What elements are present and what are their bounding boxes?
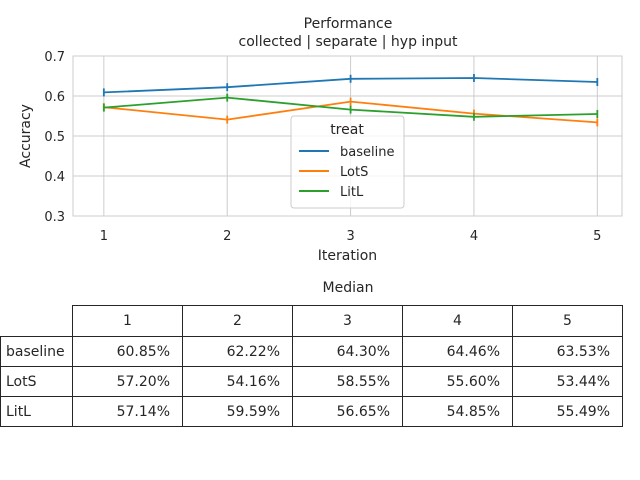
legend-title: treat [330, 122, 364, 138]
table-cell: 55.60% [402, 366, 513, 397]
table-cell: 56.65% [292, 396, 403, 427]
median-table: 1 2 3 4 5 baseline 60.85% 62.22% 64.30% 64.46% 63.… [0, 305, 623, 427]
table-cell: 54.85% [402, 396, 513, 427]
table-row: LitL 57.14% 59.59% 56.65% 54.85% 55.49% [0, 396, 623, 427]
y-tick-label: 0.7 [44, 50, 65, 65]
table-cell: 57.14% [72, 396, 183, 427]
y-axis-label: Accuracy [18, 104, 34, 168]
x-ticks: 1 2 3 4 5 [100, 229, 602, 244]
table-cell: 54.16% [182, 366, 293, 397]
x-tick-label: 4 [470, 229, 478, 244]
table-cell: 62.22% [182, 336, 293, 367]
column-header: 1 [72, 305, 183, 337]
x-tick-label: 3 [346, 229, 354, 244]
table-cell: 64.46% [402, 336, 513, 367]
column-header: 5 [512, 305, 623, 337]
x-tick-label: 2 [223, 229, 231, 244]
plot-area [72, 55, 623, 217]
table-caption: Median [322, 280, 374, 296]
chart-subtitle: collected | separate | hyp input [238, 34, 458, 50]
table-cell: 57.20% [72, 366, 183, 397]
table-cell: 58.55% [292, 366, 403, 397]
y-tick-label: 0.4 [44, 170, 65, 185]
row-label: LitL [0, 396, 73, 427]
table-cell: 60.85% [72, 336, 183, 367]
column-header: 2 [182, 305, 293, 337]
line-chart: 0.3 0.4 0.5 0.6 0.7 1 2 3 4 5 Accuracy Iteration… [18, 50, 623, 264]
table-cell: 55.49% [512, 396, 623, 427]
row-label: baseline [0, 336, 73, 367]
x-axis-label: Iteration [318, 248, 377, 264]
y-tick-label: 0.6 [44, 90, 65, 105]
series-lines [102, 74, 599, 127]
table-corner [0, 305, 73, 337]
legend-entry: LotS [340, 165, 368, 180]
table-cell: 59.59% [182, 396, 293, 427]
row-label: LotS [0, 366, 73, 397]
table-row: baseline 60.85% 62.22% 64.30% 64.46% 63.53% [0, 336, 623, 367]
table-cell: 63.53% [512, 336, 623, 367]
x-tick-label: 1 [100, 229, 108, 244]
table-row: LotS 57.20% 54.16% 58.55% 55.60% 53.44% [0, 366, 623, 397]
table-cell: 53.44% [512, 366, 623, 397]
x-tick-label: 5 [593, 229, 601, 244]
y-tick-label: 0.5 [44, 130, 65, 145]
column-header: 4 [402, 305, 513, 337]
y-tick-label: 0.3 [44, 210, 65, 225]
legend: treat baseline LotS LitL [290, 115, 405, 209]
chart-title: Performance [303, 16, 393, 32]
table-cell: 64.30% [292, 336, 403, 367]
legend-entry: LitL [340, 185, 364, 200]
legend-entry: baseline [340, 145, 394, 160]
y-ticks: 0.3 0.4 0.5 0.6 0.7 [44, 50, 65, 225]
column-header: 3 [292, 305, 403, 337]
